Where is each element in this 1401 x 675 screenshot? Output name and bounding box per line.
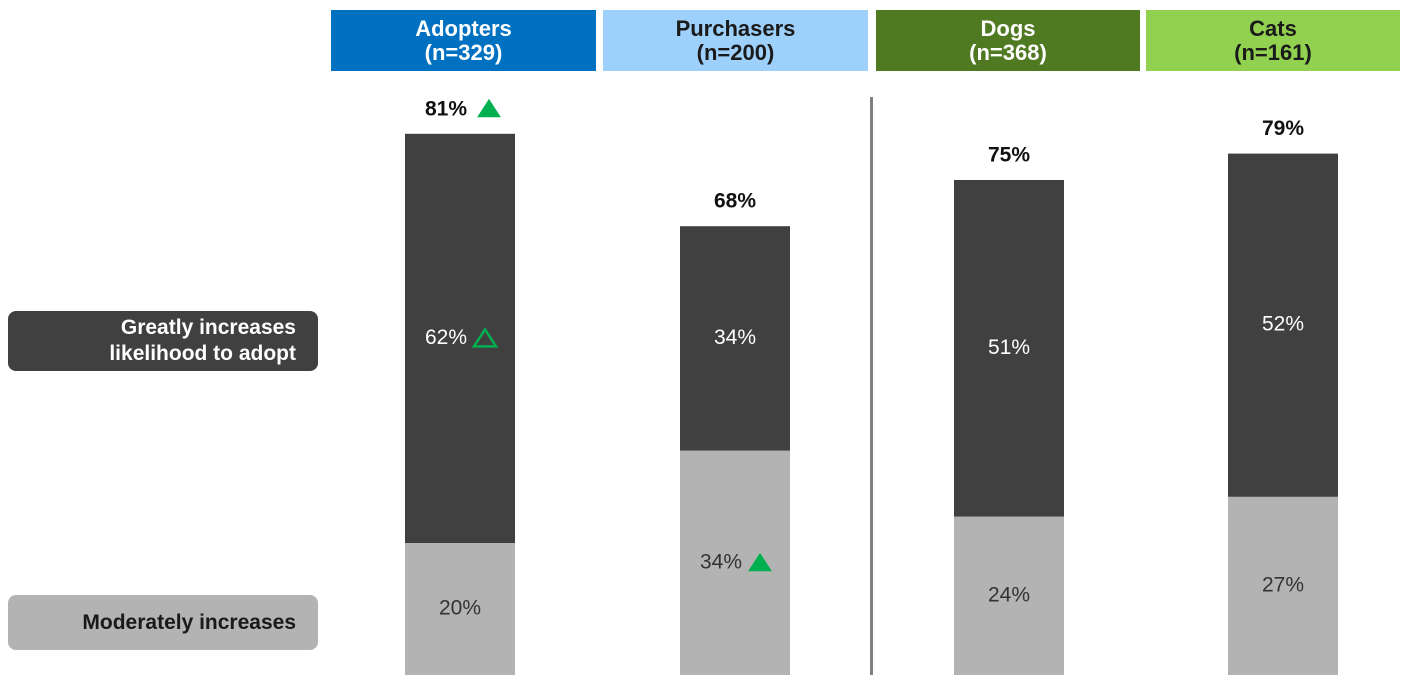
header-label: Cats bbox=[1249, 15, 1297, 41]
value-label: 24% bbox=[988, 583, 1030, 606]
bar-segment bbox=[680, 226, 790, 451]
column-header: Cats (n=161) bbox=[1146, 10, 1400, 71]
significance-marker bbox=[477, 98, 501, 118]
significance-marker bbox=[748, 552, 772, 572]
column-header: Purchasers (n=200) bbox=[603, 10, 868, 71]
total-label: 75% bbox=[988, 144, 1030, 167]
value-label: 27% bbox=[1262, 573, 1304, 596]
column-header: Dogs (n=368) bbox=[876, 10, 1140, 71]
column-header: Adopters (n=329) bbox=[331, 10, 596, 71]
value-label: 34% bbox=[700, 550, 742, 573]
bar-segment bbox=[405, 543, 515, 675]
bar-segment bbox=[405, 133, 515, 544]
value-label: 52% bbox=[1262, 313, 1304, 336]
header-note: (n=368) bbox=[969, 39, 1047, 65]
header-note: (n=161) bbox=[1234, 39, 1312, 65]
legend-label: Greatly increases likelihood to adopt bbox=[109, 316, 296, 365]
value-label: 51% bbox=[988, 336, 1030, 359]
header-label: Adopters bbox=[415, 15, 512, 41]
header-note: (n=200) bbox=[696, 39, 775, 65]
header-label: Purchasers bbox=[675, 15, 796, 41]
bar-segment bbox=[954, 180, 1064, 517]
header-note: (n=329) bbox=[424, 39, 503, 65]
value-label: 34% bbox=[714, 326, 756, 349]
value-label: 20% bbox=[439, 597, 481, 620]
total-label: 81% bbox=[425, 97, 467, 120]
bar-segment bbox=[954, 516, 1064, 675]
bar-segment bbox=[1228, 153, 1338, 497]
bar-segment bbox=[1228, 496, 1338, 675]
legend-item: Moderately increases bbox=[8, 595, 318, 650]
significance-marker bbox=[471, 327, 499, 348]
legend-label: Moderately increases bbox=[82, 610, 296, 634]
header-label: Dogs bbox=[980, 15, 1036, 41]
total-label: 79% bbox=[1262, 117, 1304, 140]
total-label: 68% bbox=[714, 190, 756, 213]
value-label: 62% bbox=[425, 326, 467, 349]
bar-segment bbox=[680, 450, 790, 675]
legend-item: Greatly increases likelihood to adopt bbox=[8, 311, 318, 371]
